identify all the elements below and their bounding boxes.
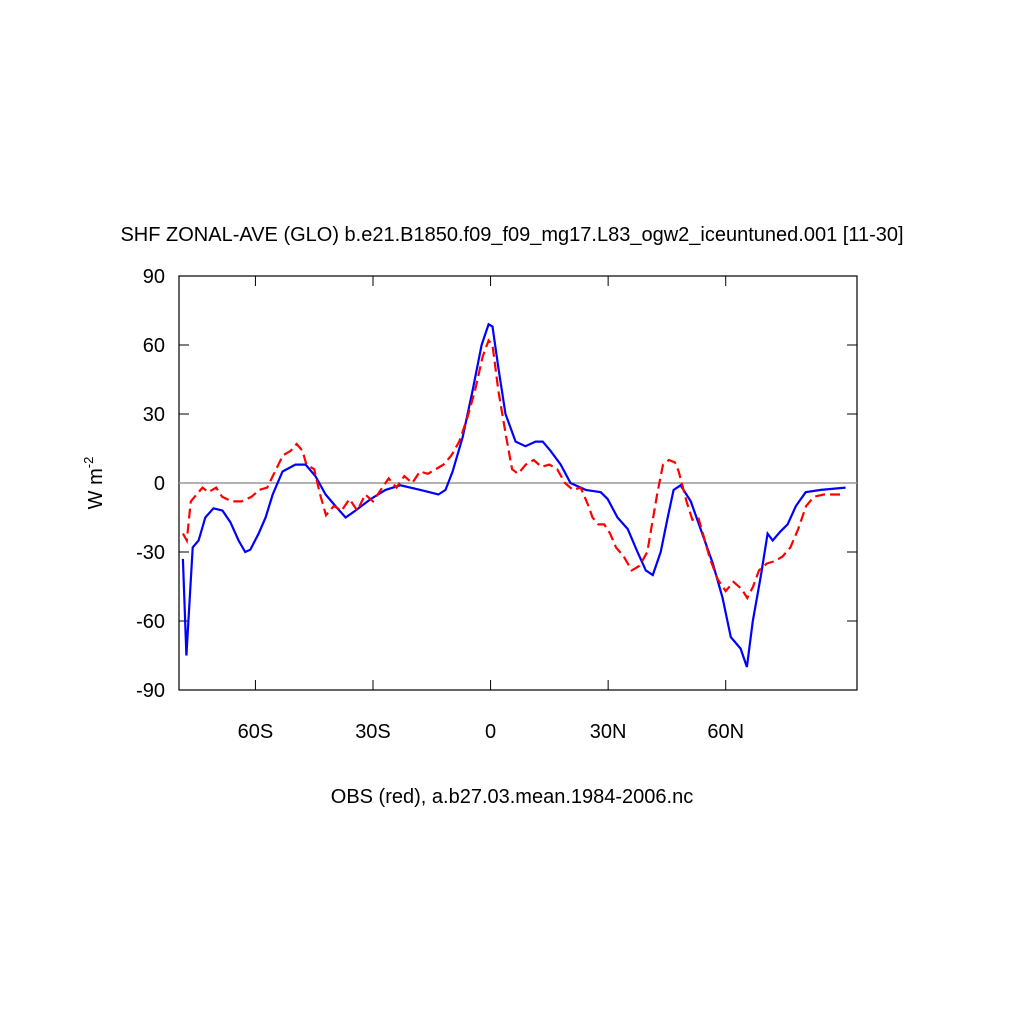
data-line xyxy=(181,338,844,601)
y-tick-label: 60 xyxy=(143,335,165,357)
x-axis-label: OBS (red), a.b27.03.mean.1984-2006.nc xyxy=(331,786,693,808)
y-tick-label: -60 xyxy=(136,611,165,633)
y-tick-label: -90 xyxy=(136,680,165,702)
x-tick-label: 60N xyxy=(707,721,744,743)
y-axis-label-sup: -2 xyxy=(81,457,96,469)
x-tick-label: 60S xyxy=(238,721,274,743)
y-tick-label: -30 xyxy=(136,542,165,564)
data-line xyxy=(181,322,846,668)
y-tick-label: 30 xyxy=(143,404,165,426)
y-tick-label: 0 xyxy=(154,473,165,495)
y-axis-label-main: W m xyxy=(85,468,107,509)
chart-title: SHF ZONAL-AVE (GLO) b.e21.B1850.f09_f09_… xyxy=(120,224,903,246)
x-tick-label: 30N xyxy=(590,721,627,743)
y-axis-label-group: W m-2 xyxy=(81,457,107,510)
y-tick-label: 90 xyxy=(143,266,165,288)
x-tick-label: 0 xyxy=(485,721,496,743)
y-axis-label: W m-2 xyxy=(81,457,107,510)
x-tick-label: 30S xyxy=(355,721,391,743)
